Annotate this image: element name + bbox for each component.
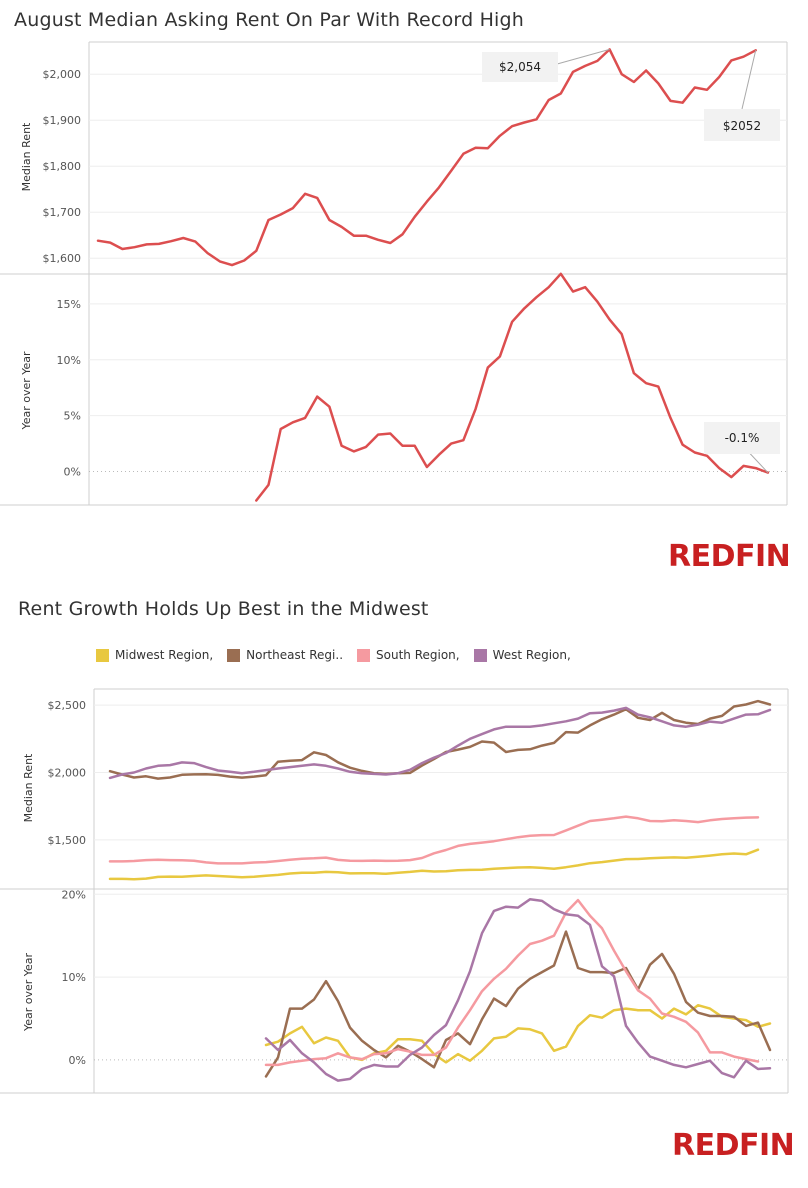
redfin-logo-2: REDFIN [672, 1128, 794, 1163]
y-axis-title: Median Rent [22, 753, 35, 822]
y-axis-title: Year over Year [22, 952, 35, 1032]
y-tick-label: $1,500 [48, 834, 87, 847]
series-line-south-region [266, 900, 758, 1065]
y-tick-label: 20% [62, 888, 86, 901]
y-tick-label: 0% [69, 1054, 86, 1067]
region-chart-panel: $1,500 $2,000 $2,500 Median Rent 0% 10% 20% Yea… [0, 0, 808, 1188]
y-tick-label: $2,500 [48, 699, 87, 712]
y-tick-label: 10% [62, 971, 86, 984]
y-tick-label: $2,000 [48, 767, 87, 780]
